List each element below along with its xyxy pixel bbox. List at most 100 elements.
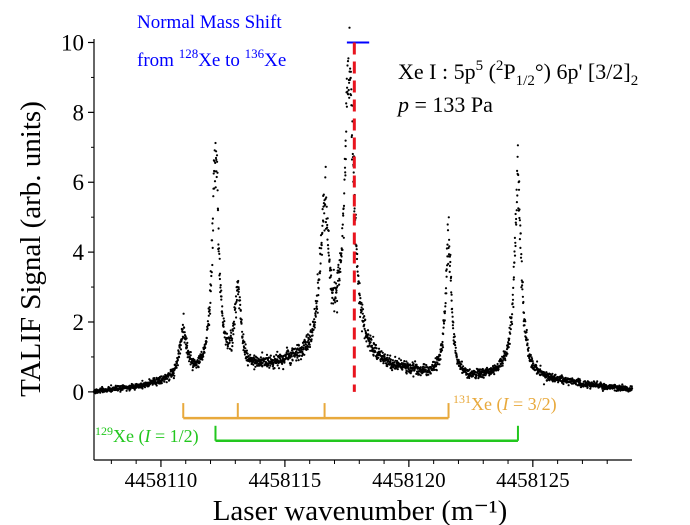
data-point <box>208 323 211 327</box>
data-point <box>314 321 317 324</box>
data-point <box>509 324 512 327</box>
data-point <box>222 317 225 320</box>
data-point <box>522 300 525 304</box>
data-point <box>469 373 472 376</box>
data-point <box>247 355 250 358</box>
data-point <box>261 351 264 354</box>
data-point <box>348 96 351 99</box>
data-point <box>326 238 329 241</box>
data-point <box>287 357 290 360</box>
data-point <box>355 248 358 251</box>
y-axis-label: TALIF Signal (arb. units) <box>15 101 47 397</box>
data-point <box>299 358 303 361</box>
data-point <box>391 359 394 362</box>
data-point <box>356 252 359 256</box>
data-point <box>363 315 366 318</box>
data-point <box>151 382 155 385</box>
data-point <box>425 374 428 377</box>
data-point <box>519 232 522 235</box>
data-point <box>525 336 528 340</box>
data-point <box>460 360 463 363</box>
data-point <box>313 326 316 329</box>
data-point <box>327 229 330 232</box>
data-point <box>503 357 507 360</box>
data-point <box>567 384 570 387</box>
data-point <box>448 264 451 267</box>
data-point <box>205 340 208 343</box>
data-point <box>446 243 449 246</box>
data-point <box>289 362 293 365</box>
data-point <box>202 355 205 358</box>
x-tick-label: 4458110 <box>125 468 198 492</box>
data-point <box>181 323 184 326</box>
data-point <box>505 348 509 351</box>
data-point <box>438 363 441 366</box>
data-point <box>267 364 270 367</box>
data-point <box>435 364 438 367</box>
data-point <box>517 173 520 177</box>
data-point <box>393 361 396 364</box>
data-point <box>289 356 292 359</box>
data-point <box>613 389 616 392</box>
data-point <box>216 209 220 212</box>
data-point <box>220 295 223 298</box>
data-point <box>237 290 240 293</box>
data-point <box>334 301 337 304</box>
data-point <box>351 152 354 156</box>
data-point <box>291 359 294 362</box>
data-point <box>372 335 375 338</box>
data-point <box>523 324 526 327</box>
data-point <box>215 158 218 161</box>
data-point <box>218 252 221 255</box>
data-point <box>218 277 221 281</box>
data-point <box>166 377 169 380</box>
data-point <box>381 351 384 354</box>
data-point <box>176 364 179 367</box>
data-point <box>311 331 314 334</box>
data-point <box>208 306 211 309</box>
data-point <box>338 283 341 286</box>
data-point <box>514 241 517 244</box>
data-point <box>195 363 198 366</box>
data-point <box>386 354 389 357</box>
data-point <box>427 373 430 376</box>
data-point <box>240 322 243 325</box>
data-point <box>195 366 198 369</box>
data-point <box>310 338 313 341</box>
data-point <box>527 346 530 349</box>
data-point <box>562 382 565 386</box>
data-point <box>341 223 344 226</box>
data-point <box>560 374 563 377</box>
data-point <box>480 372 483 375</box>
data-point <box>314 310 318 313</box>
data-point <box>311 334 314 337</box>
data-point <box>349 70 352 73</box>
x-tick-label: 4458120 <box>372 468 446 492</box>
data-point <box>176 358 179 362</box>
data-point <box>268 366 271 369</box>
data-point <box>526 342 529 345</box>
data-point <box>435 369 438 372</box>
data-point <box>452 321 455 324</box>
data-point <box>496 362 499 366</box>
data-point <box>229 334 232 337</box>
data-point <box>230 339 233 342</box>
data-point <box>244 347 247 350</box>
data-point <box>232 320 236 323</box>
data-point <box>179 348 183 351</box>
data-point <box>220 310 224 313</box>
data-point <box>325 196 328 199</box>
data-point <box>209 312 212 315</box>
data-point <box>521 295 525 298</box>
data-point <box>226 347 229 350</box>
data-point <box>586 386 589 389</box>
data-point <box>309 335 312 338</box>
data-point <box>141 387 144 390</box>
data-point <box>501 364 504 367</box>
y-tick-label: 0 <box>73 380 85 405</box>
data-point <box>324 165 327 168</box>
data-point <box>275 353 278 356</box>
data-point <box>453 335 456 338</box>
data-point <box>451 324 454 327</box>
